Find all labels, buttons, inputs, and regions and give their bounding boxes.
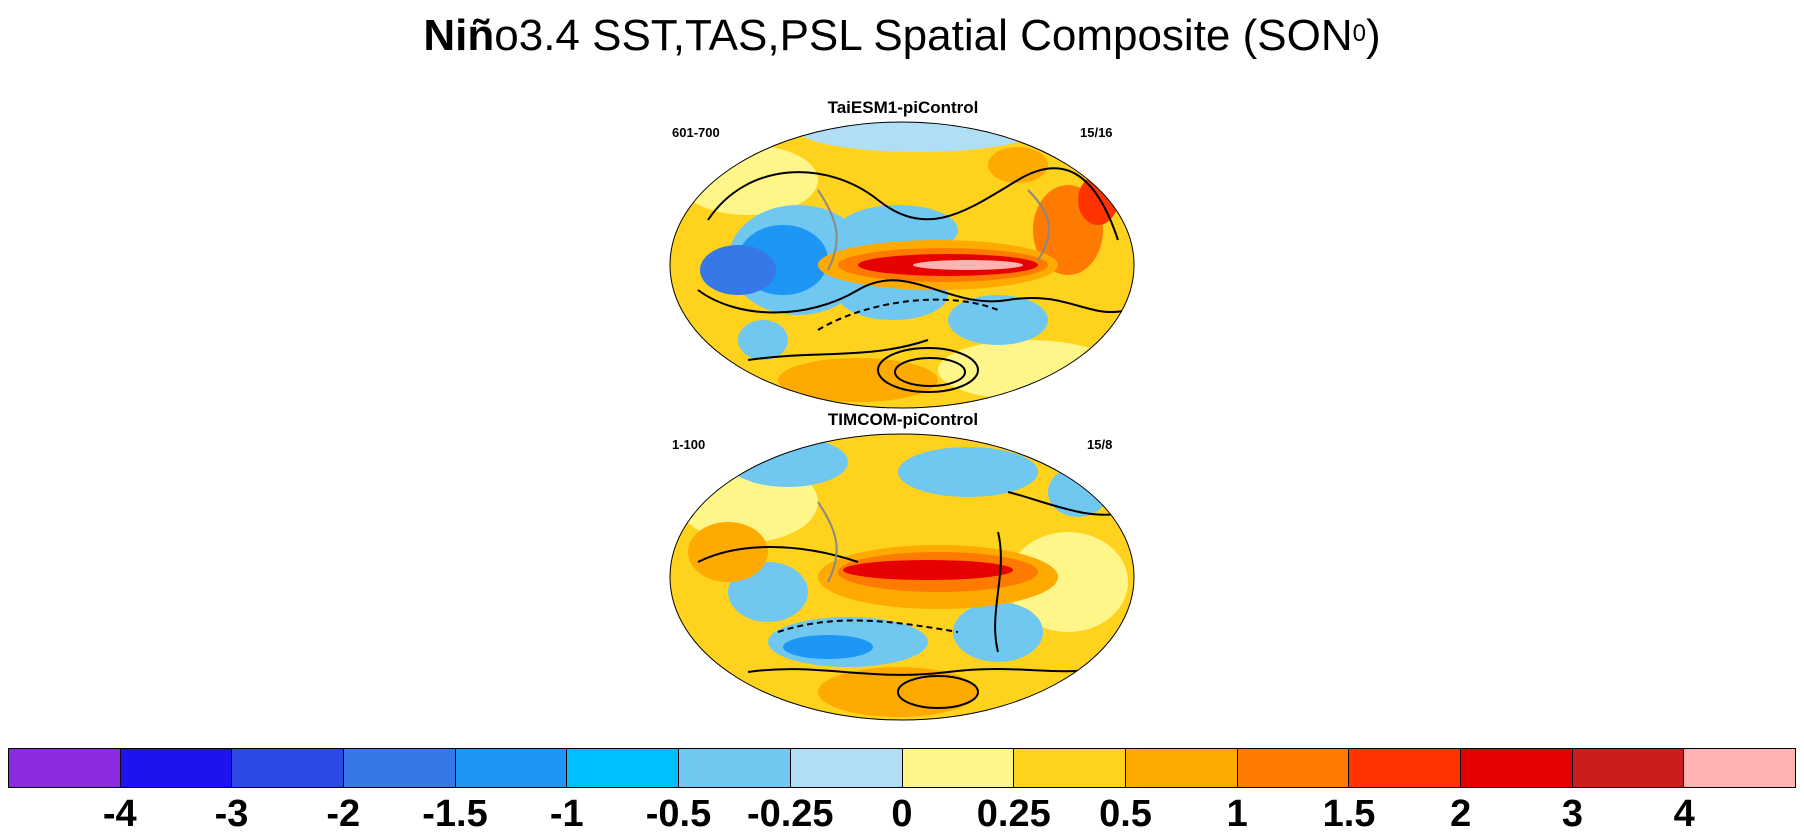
panel-1-years: 601-700: [672, 125, 720, 140]
colorbar-box: [344, 749, 456, 787]
panel-2-title: TIMCOM-piControl: [827, 410, 979, 429]
colorbar-box: [1349, 749, 1461, 787]
colorbar-tick-label: -4: [102, 793, 137, 835]
figure-title: Niño3.4 SST,TAS,PSL Spatial Composite (S…: [423, 11, 1381, 60]
colorbar-tick-label: 1.5: [1322, 793, 1376, 835]
colorbar-box: [679, 749, 791, 787]
colorbar-box: [1014, 749, 1126, 787]
colorbar-box: [1684, 749, 1795, 787]
panel-2-count: 15/8: [1087, 437, 1113, 452]
colorbar-tick-label: -1: [549, 793, 584, 835]
colorbar-box: [790, 749, 903, 787]
colorbar-box: [9, 749, 121, 787]
colorbar-box: [232, 749, 345, 787]
colorbar-tick-label: -0.25: [746, 793, 834, 835]
colorbar-box: [567, 749, 680, 787]
colorbar-tick-label: 0.25: [976, 793, 1051, 835]
map-panel-1: [669, 121, 1135, 409]
colorbar-box: [455, 749, 568, 787]
colorbar-box: [1460, 749, 1573, 787]
colorbar-box: [120, 749, 233, 787]
colorbar-tick-label: -3: [214, 793, 249, 835]
colorbar-tick-label: -0.5: [645, 793, 712, 835]
colorbar-box: [1572, 749, 1685, 787]
panel-2-years: 1-100: [672, 437, 706, 452]
colorbar: [8, 748, 1796, 788]
panel-1-count: 15/16: [1080, 125, 1113, 140]
colorbar-tick-label: 2: [1450, 793, 1472, 835]
colorbar-tick-label: -2: [326, 793, 361, 835]
panel-1-title: TaiESM1-piControl: [827, 98, 979, 117]
colorbar-tick-label: 0: [891, 793, 913, 835]
colorbar-box: [1237, 749, 1350, 787]
colorbar-box: [902, 749, 1015, 787]
colorbar-tick-label: 1: [1226, 793, 1248, 835]
map-panel-2: [669, 433, 1135, 721]
colorbar-tick-label: 4: [1673, 793, 1695, 835]
colorbar-tick-label: 0.5: [1099, 793, 1152, 835]
colorbar-tick-label: -1.5: [422, 793, 488, 835]
colorbar-tick-label: 3: [1561, 793, 1584, 835]
colorbar-box: [1125, 749, 1238, 787]
